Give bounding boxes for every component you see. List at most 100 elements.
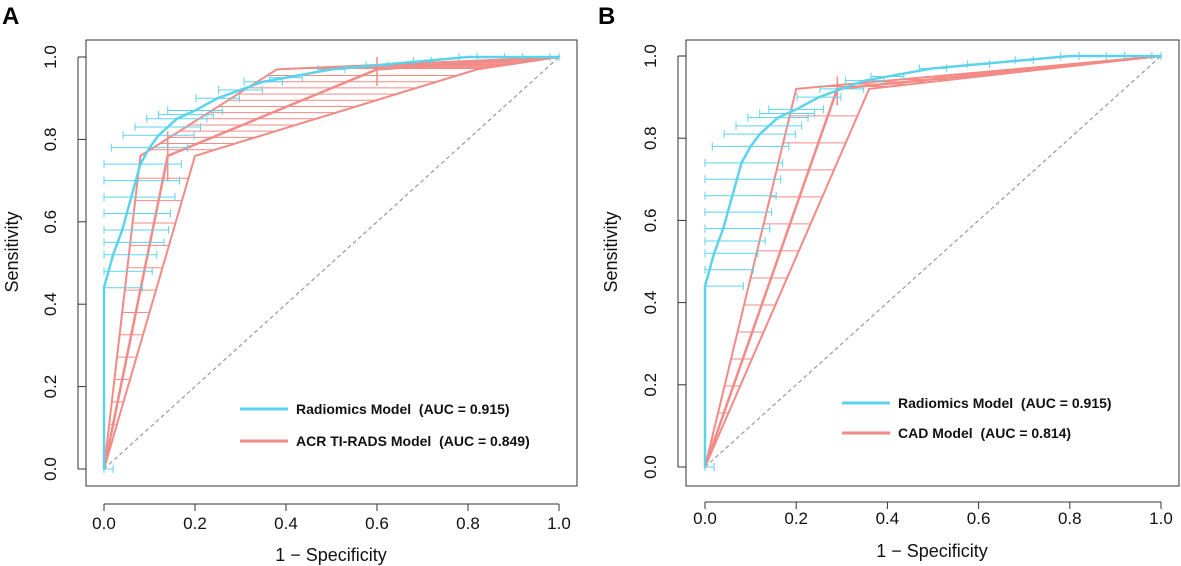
panel-b-x-tick-label: 1.0 — [1149, 509, 1173, 528]
panel-a-roc-point — [166, 125, 169, 129]
panel-a-roc-point — [102, 467, 106, 471]
panel-a-x-axis-title: 1 − Specificity — [275, 545, 387, 565]
panel-b-label: B — [598, 3, 615, 30]
panel-a-y-tick-label: 0.6 — [41, 210, 60, 234]
panel-b-roc-point — [712, 252, 716, 255]
panel-b-roc-point — [740, 161, 743, 165]
panel-b-roc-point — [731, 194, 734, 197]
panel-b: B 0.0 0.2 0.4 0.6 0.8 1.0 0.0 0.2 0.4 0.6 0.8 1.0 1… — [598, 3, 1180, 561]
panel-b-roc-point — [886, 75, 889, 78]
panel-b-roc-point — [840, 87, 843, 91]
panel-a-roc-point — [193, 109, 197, 112]
panel-a-legend-acr-tirads: ACR TI-RADS Model (AUC = 0.849) — [296, 433, 530, 449]
panel-a-diagonal-line — [103, 56, 560, 470]
panel-b-roc-point — [795, 108, 798, 111]
panel-a-legend: Radiomics Model (AUC = 0.915) ACR TI-RAD… — [240, 401, 530, 449]
panel-a-roc-point — [157, 134, 160, 137]
panel-b-y-tick-label: 0.8 — [641, 126, 660, 150]
panel-a-roc-point — [262, 80, 265, 83]
panel-a-roc-point — [512, 55, 515, 59]
panel-b-y-tick-label: 0.2 — [641, 373, 660, 397]
panel-b-roc-point — [726, 210, 729, 214]
panel-b-x-axis-title: 1 − Specificity — [876, 541, 988, 561]
panel-a-roc-point — [111, 253, 115, 256]
panel-a-ci-lower-curve — [103, 56, 560, 470]
panel-a-series-acr-ti-rads-model — [102, 55, 561, 471]
panel-a-roc-point — [216, 97, 219, 100]
panel-a-roc-point — [375, 68, 379, 71]
panel-b-legend-cad: CAD Model (AUC = 0.814) — [898, 425, 1071, 441]
panel-b-roc-point — [1022, 58, 1026, 62]
panel-a-legend-radiomics: Radiomics Model (AUC = 0.915) — [296, 401, 510, 417]
panel-b-roc-point — [703, 284, 707, 288]
panel-a-plot-frame — [85, 39, 578, 487]
panel-a-roc-point — [239, 88, 242, 92]
panel-a-roc-point — [375, 64, 379, 67]
panel-b-roc-point — [931, 67, 935, 70]
panel-a-roc-point — [284, 76, 288, 79]
panel-a-roc-point — [139, 162, 142, 166]
panel-b-y-tick-label: 0.4 — [641, 291, 660, 315]
panel-a-roc-point — [166, 154, 169, 158]
panel-a-x-tick-label: 0.8 — [456, 514, 480, 533]
panel-a-roc-point — [148, 146, 151, 149]
panel-b-diagonal-line — [704, 55, 1162, 468]
panel-b-y-tick-label: 0.6 — [641, 209, 660, 233]
panel-a-roc-curve — [102, 55, 559, 469]
panel-a-y-tick-label: 0.4 — [41, 292, 60, 316]
panel-b-roc-point — [1114, 54, 1117, 58]
panel-a-x-tick-label: 0.0 — [92, 514, 116, 533]
panel-b-ci-lower-curve — [704, 55, 1162, 468]
panel-b-y-axis-title: Sensitivity — [601, 211, 621, 292]
panel-a-x-tick-label: 1.0 — [547, 514, 571, 533]
panel-a-roc-point — [330, 68, 333, 71]
panel-a-roc-point — [102, 286, 106, 289]
panel-a-x-tick-label: 0.2 — [183, 514, 207, 533]
panel-b-roc-point — [863, 79, 866, 82]
panel-a-x-tick-label: 0.4 — [274, 514, 298, 533]
panel-a-y-tick-label: 1.0 — [41, 45, 60, 69]
panel-a-roc-point — [125, 212, 128, 215]
panel-b-x-tick-label: 0.6 — [967, 509, 991, 528]
panel-b-roc-point — [977, 63, 980, 66]
panel-b-roc-point — [758, 132, 761, 136]
panel-a-series-radiomics-model — [102, 53, 561, 473]
panel-b-roc-point — [817, 95, 821, 99]
panel-b-roc-point — [776, 116, 780, 119]
panel-b-roc-point — [717, 239, 720, 243]
panel-a-roc-point — [107, 270, 110, 273]
panel-b-roc-point — [785, 112, 789, 115]
panel-b-roc-point — [722, 227, 725, 230]
panel-b-y-tick-label: 0.0 — [641, 455, 660, 479]
panel-a-roc-point — [130, 195, 133, 199]
panel-a-x-tick-label: 0.6 — [365, 514, 389, 533]
panel-b-roc-point — [708, 268, 711, 271]
panel-a-roc-point — [184, 113, 188, 116]
panel-b-x-tick-label: 0.2 — [784, 509, 808, 528]
panel-b-roc-point — [749, 145, 752, 148]
panel-a-y-tick-label: 0.2 — [41, 375, 60, 399]
panel-a-y-tick-label: 0.8 — [41, 128, 60, 152]
panel-a-roc-point — [116, 241, 119, 244]
panel-a-roc-point — [134, 179, 138, 182]
panel-b-x-tick-label: 0.0 — [693, 509, 717, 528]
panel-b-roc-point — [1068, 54, 1072, 58]
panel-b-plot-frame — [685, 39, 1180, 487]
panel-b-roc-point — [767, 124, 771, 128]
panel-b-x-tick-label: 0.8 — [1058, 509, 1082, 528]
panel-b-legend-radiomics: Radiomics Model (AUC = 0.915) — [898, 395, 1112, 411]
panel-b-roc-point — [735, 178, 739, 181]
panel-a-label: A — [2, 3, 19, 30]
panel-b-series-radiomics-model — [703, 52, 1163, 471]
panel-a-ci-upper-curve — [103, 56, 560, 470]
panel-a-roc-point — [121, 228, 124, 232]
panel-b-y-tick-label: 1.0 — [641, 44, 660, 68]
panel-a-roc-point — [466, 55, 470, 59]
panel-a-roc-curve — [102, 55, 560, 470]
panel-b-x-tick-label: 0.4 — [876, 509, 900, 528]
panel-a: A 0.0 0.2 0.4 0.6 0.8 1.0 0.0 0.2 0.4 0.6 0.8 1.0 1… — [2, 3, 578, 565]
panel-a-y-tick-label: 0.0 — [41, 457, 60, 481]
panel-a-y-axis-title: Sensitivity — [2, 211, 22, 292]
panel-a-roc-point — [175, 117, 178, 121]
